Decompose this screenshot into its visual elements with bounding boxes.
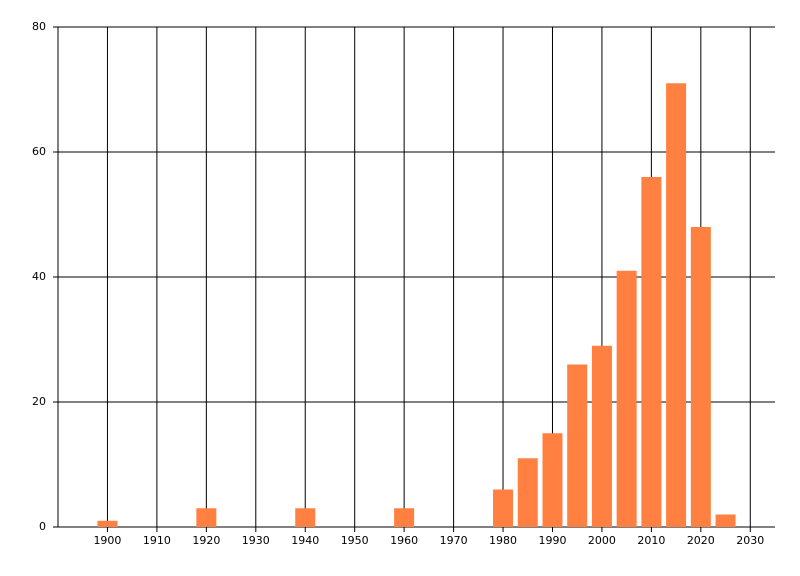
x-tick-label: 1990 [538,534,566,547]
bar [97,520,118,527]
x-tick-label: 1950 [341,534,369,547]
y-tick-label: 40 [32,270,46,283]
x-tick-label: 2010 [637,534,665,547]
x-tick-label: 1970 [440,534,468,547]
y-tick-label: 80 [32,20,46,33]
bar [591,345,612,527]
x-tick-label: 1920 [192,534,220,547]
x-tick-label: 2030 [736,534,764,547]
bar [295,508,316,527]
bar [567,364,588,527]
bar [616,270,637,527]
bar [641,177,662,527]
x-tick-label: 1900 [93,534,121,547]
bar [196,508,217,527]
y-tick-label: 0 [39,520,46,533]
bar [394,508,415,527]
x-tick-label: 2000 [588,534,616,547]
bar [493,489,514,527]
x-tick-label: 1960 [390,534,418,547]
x-tick-label: 1910 [143,534,171,547]
y-tick-label: 20 [32,395,46,408]
x-tick-label: 1930 [242,534,270,547]
bar [666,83,687,527]
y-tick-label: 60 [32,145,46,158]
x-tick-label: 2020 [687,534,715,547]
x-tick-label: 1940 [291,534,319,547]
x-tick-label: 1980 [489,534,517,547]
bar [542,433,563,527]
bar [517,458,538,527]
bar [690,227,711,527]
bar [715,514,736,527]
